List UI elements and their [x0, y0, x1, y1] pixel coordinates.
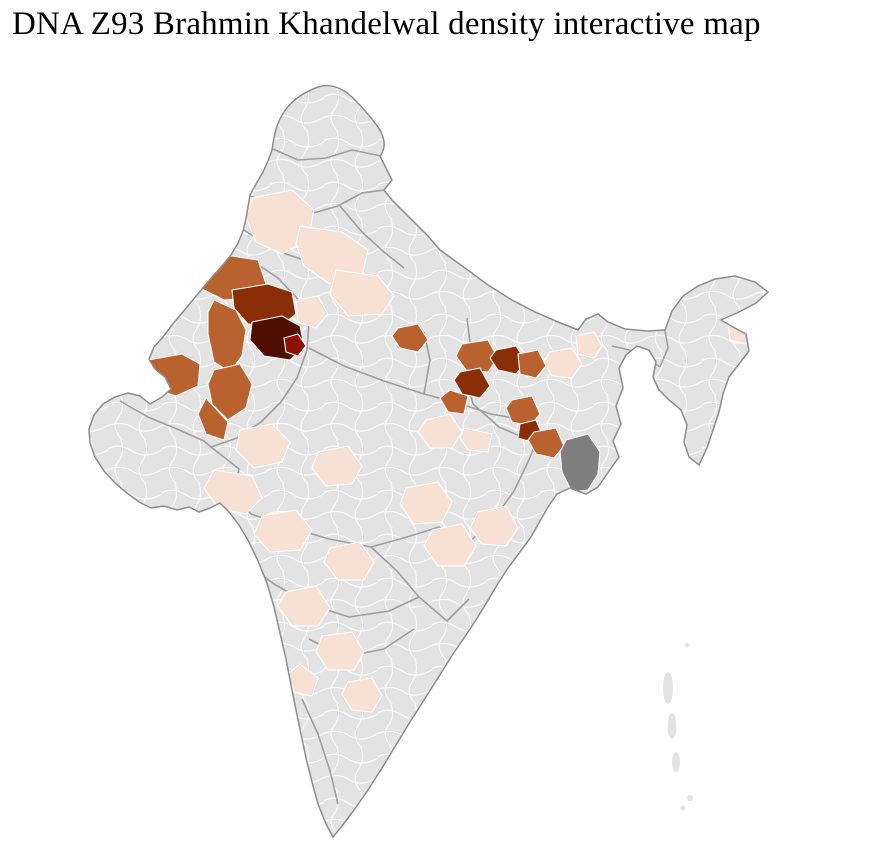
- district-nw-6[interactable]: [207, 363, 253, 421]
- island[interactable]: [687, 795, 693, 801]
- island[interactable]: [667, 713, 677, 739]
- district-g-5[interactable]: [453, 367, 491, 399]
- district-g-4[interactable]: [517, 349, 547, 379]
- district-g-3[interactable]: [489, 345, 527, 375]
- district-cp-11[interactable]: [287, 663, 319, 697]
- choropleth-districts: [143, 189, 755, 713]
- district-np-4[interactable]: [295, 295, 329, 329]
- district-cp-5[interactable]: [399, 481, 453, 525]
- district-nw-4[interactable]: [283, 333, 307, 357]
- state-border-line: [339, 205, 405, 269]
- district-cp-12[interactable]: [341, 677, 383, 713]
- district-nw-8[interactable]: [197, 397, 229, 441]
- district-cp-7[interactable]: [469, 505, 519, 547]
- state-border-line: [301, 698, 339, 805]
- district-g-1[interactable]: [391, 323, 429, 353]
- andaman-nicobar-islands[interactable]: [663, 642, 693, 811]
- district-ep-3[interactable]: [459, 427, 493, 453]
- island[interactable]: [680, 805, 686, 811]
- district-g-6[interactable]: [439, 389, 469, 415]
- island[interactable]: [672, 752, 680, 772]
- district-borders-texture: [89, 85, 768, 838]
- district-np-3[interactable]: [329, 269, 395, 317]
- district-g-9[interactable]: [527, 427, 565, 459]
- page-title: DNA Z93 Brahmin Khandelwal density inter…: [12, 6, 761, 42]
- district-cp-13[interactable]: [417, 413, 463, 449]
- district-cp-1[interactable]: [235, 423, 291, 469]
- state-border-line: [659, 330, 669, 368]
- district-ep-2[interactable]: [575, 331, 603, 359]
- district-kol-1[interactable]: [559, 433, 601, 493]
- island[interactable]: [663, 672, 673, 704]
- state-border-line: [119, 400, 212, 448]
- district-cp-8[interactable]: [323, 541, 375, 581]
- district-cp-3[interactable]: [253, 509, 313, 553]
- district-g-2[interactable]: [455, 339, 499, 373]
- state-border-line: [239, 558, 420, 618]
- district-cp-10[interactable]: [315, 631, 365, 671]
- island[interactable]: [684, 642, 690, 648]
- district-cp-6[interactable]: [423, 523, 477, 567]
- state-border-line: [272, 148, 382, 161]
- state-border-line: [370, 546, 420, 598]
- district-cp-4[interactable]: [311, 445, 363, 487]
- state-border-line: [418, 596, 470, 622]
- district-cp-9[interactable]: [277, 585, 331, 627]
